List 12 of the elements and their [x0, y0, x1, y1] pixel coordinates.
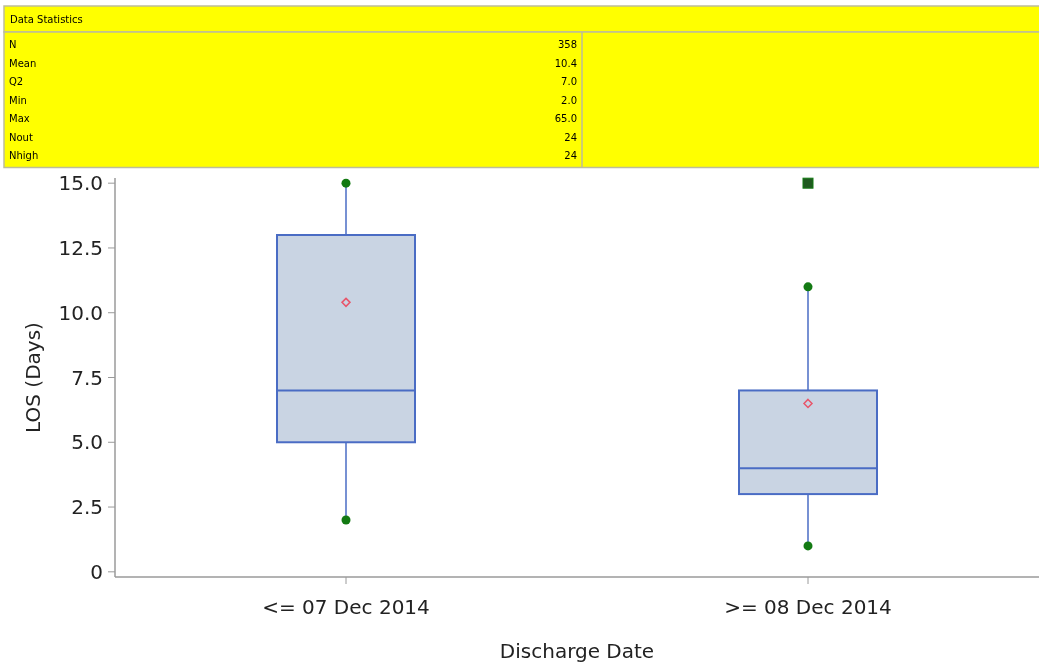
statistics-table: Data Statistics N 358 Mean 10.4 Q2 7.0 Min 2.0 Max 65.0 Nout 24 Nhigh 24	[3, 5, 1039, 169]
y-tick-label: 2.5	[71, 495, 103, 520]
x-tick-label: <= 07 Dec 2014	[262, 595, 430, 619]
y-tick-label: 12.5	[58, 235, 103, 260]
y-tick-label: 10.0	[58, 300, 103, 325]
y-tick-label: 5.0	[71, 430, 103, 455]
y-tick-label: 7.5	[71, 365, 103, 390]
y-tick-label: 15.0	[58, 171, 103, 196]
y-tick-label: 0	[90, 559, 103, 584]
x-axis-title: Discharge Date	[499, 639, 655, 663]
y-axis-title: LOS (Days)	[21, 322, 45, 433]
x-tick-label: >= 08 Dec 2014	[724, 595, 892, 619]
